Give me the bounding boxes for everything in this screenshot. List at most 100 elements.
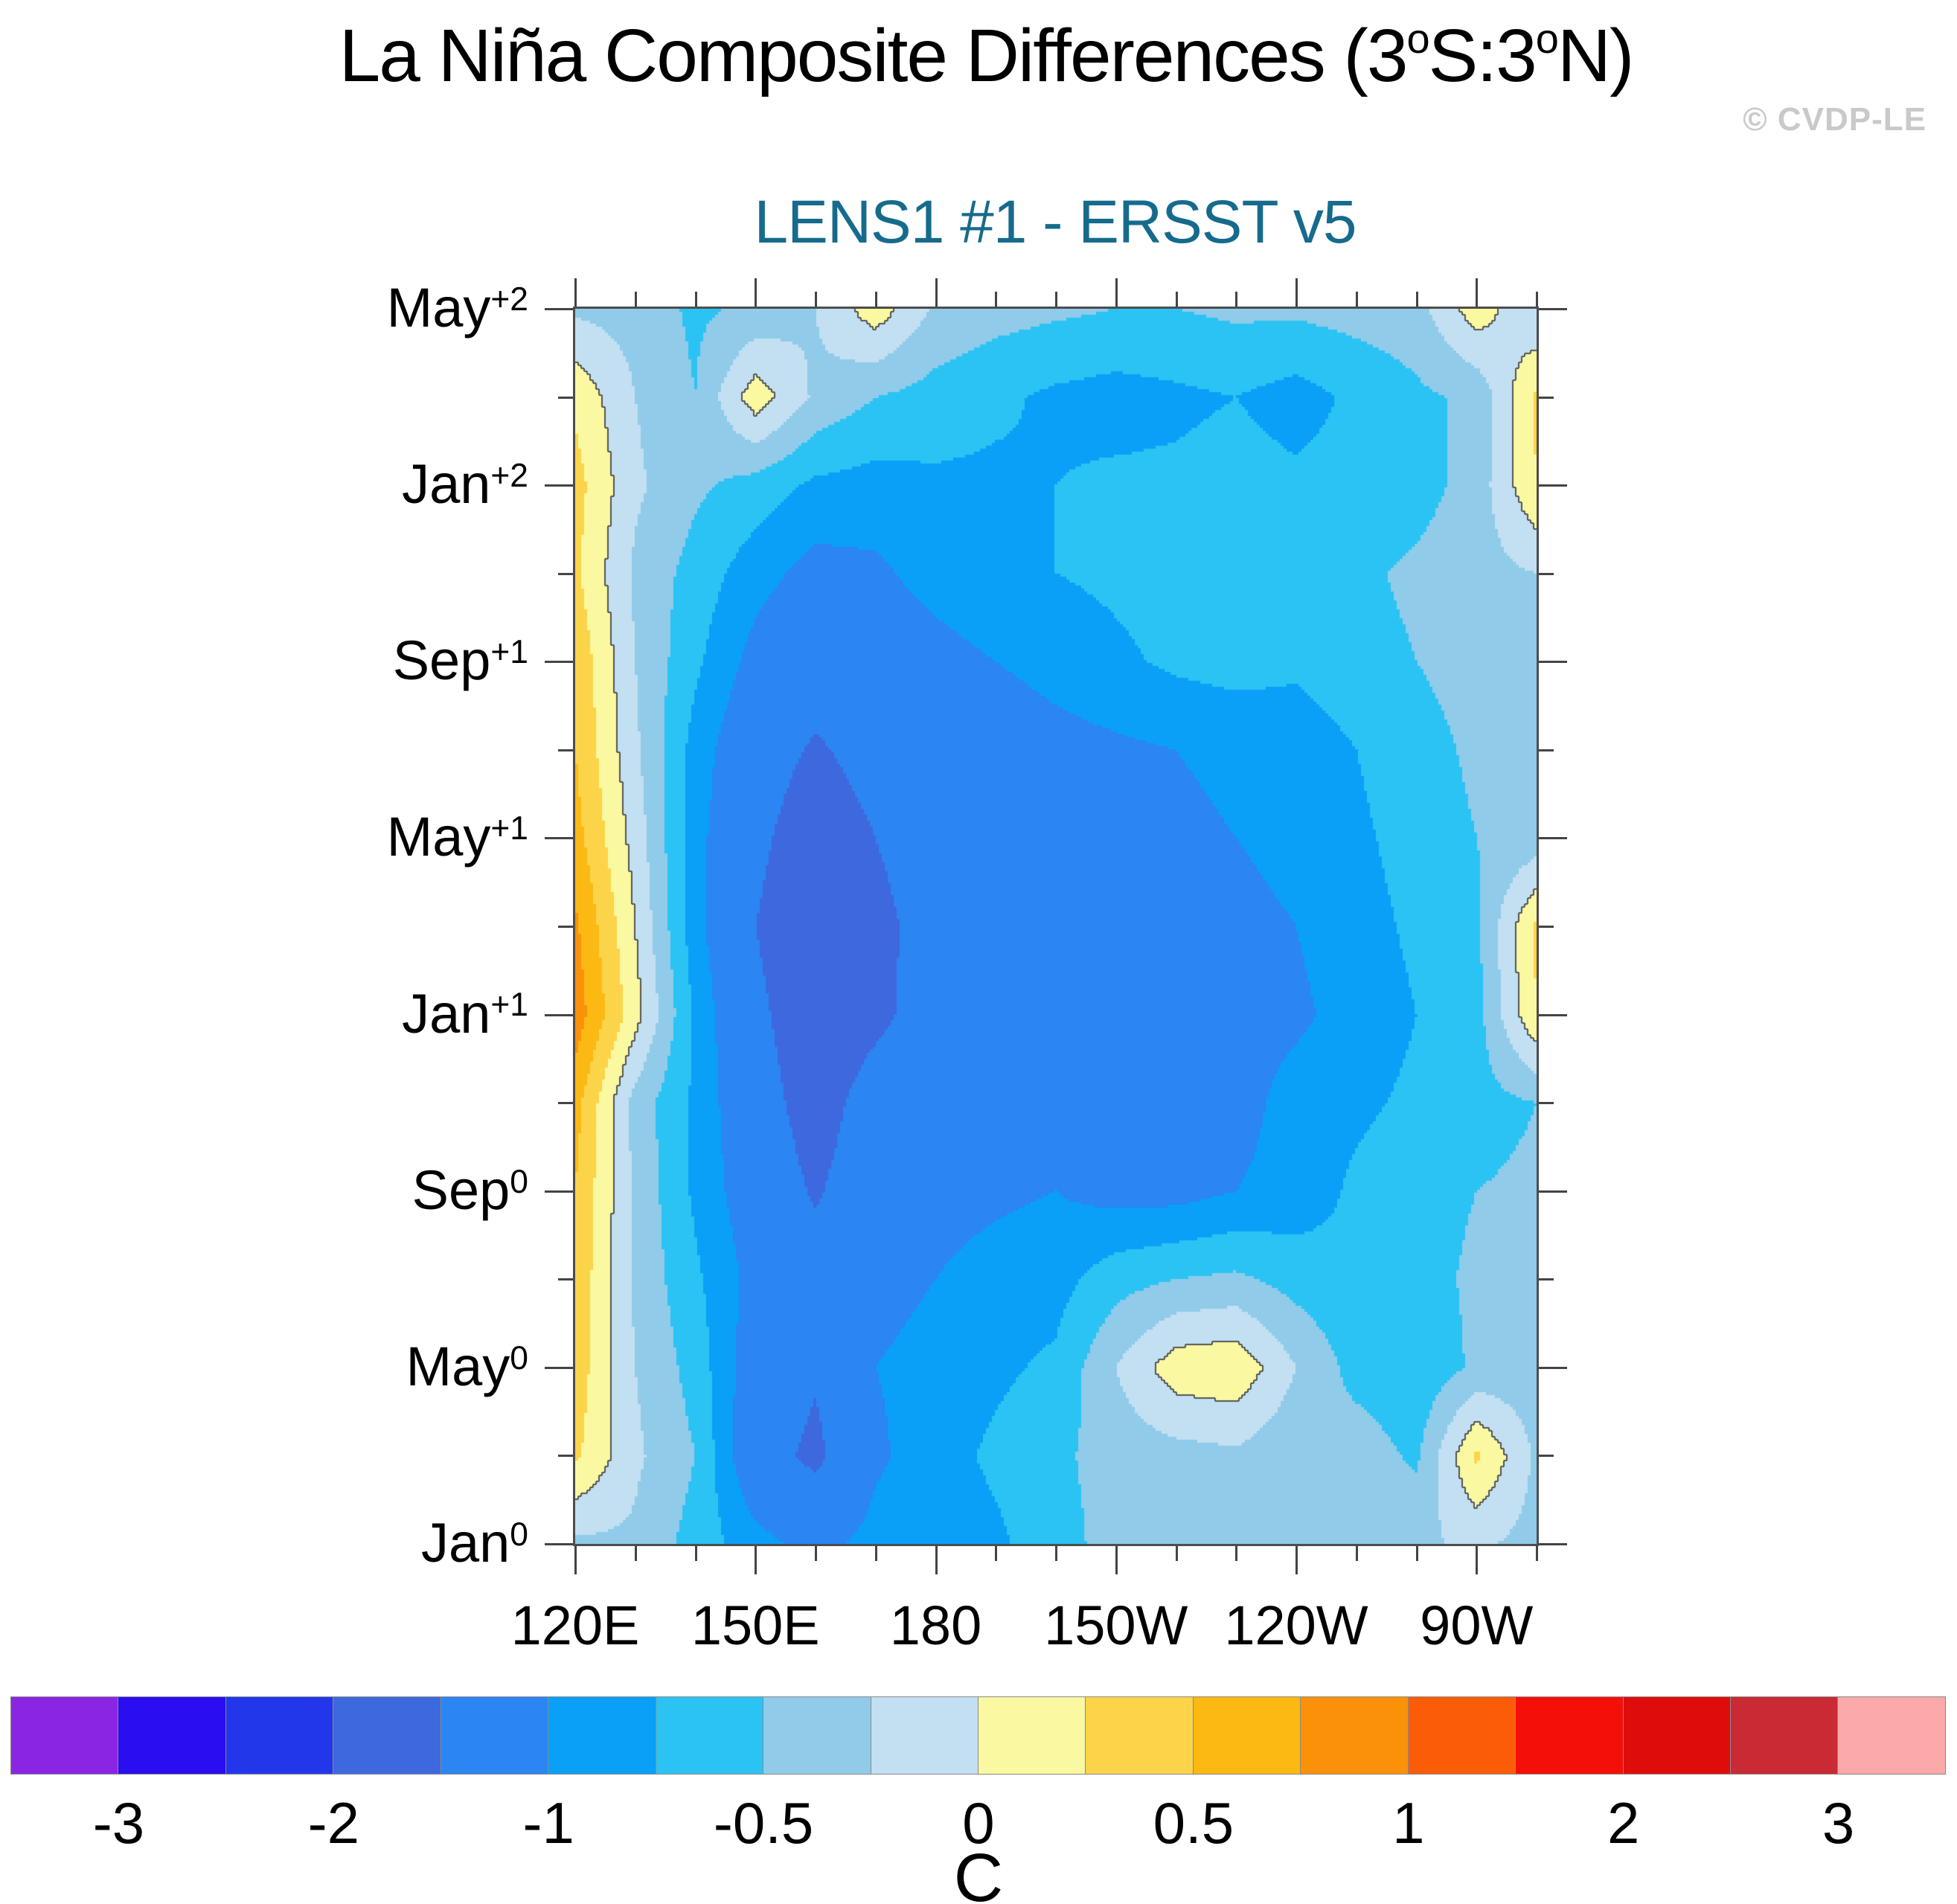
colorbar-tick-label: 0.5 (1153, 1790, 1234, 1856)
tick-mark (558, 573, 573, 575)
tick-mark (1539, 1102, 1554, 1104)
y-tick-label: May+1 (386, 806, 528, 868)
y-tick-label: Jan+1 (402, 982, 528, 1045)
colorbar-units-label: C (953, 1840, 1004, 1904)
tick-mark (635, 292, 637, 307)
tick-mark (1539, 1278, 1554, 1280)
tick-mark (635, 1546, 637, 1561)
tick-mark (1536, 292, 1538, 307)
colorbar-swatch (1407, 1696, 1516, 1775)
tick-mark (558, 1455, 573, 1457)
colorbar-swatch (1192, 1696, 1301, 1775)
tick-mark (935, 278, 938, 307)
colorbar-swatch (225, 1696, 334, 1775)
colorbar (10, 1696, 1946, 1775)
year-superscript: +1 (490, 987, 528, 1024)
tick-mark (1476, 278, 1478, 307)
tick-mark (545, 308, 573, 310)
y-tick-label: Jan0 (420, 1511, 528, 1574)
degree-superscript: o (1535, 15, 1559, 62)
y-tick-label: Sep0 (411, 1158, 528, 1221)
tick-mark (995, 1546, 997, 1561)
tick-mark (1539, 308, 1567, 310)
x-tick-label: 150E (691, 1594, 820, 1656)
year-superscript: +2 (490, 281, 528, 318)
tick-mark (558, 926, 573, 928)
tick-mark (1115, 1546, 1118, 1574)
colorbar-swatch (10, 1696, 119, 1775)
tick-mark (755, 278, 757, 307)
tick-mark (1055, 1546, 1057, 1561)
tick-mark (1539, 1367, 1567, 1369)
tick-mark (1295, 1546, 1298, 1574)
year-superscript: 0 (510, 1339, 528, 1376)
colorbar-tick-label: -3 (92, 1790, 145, 1856)
colorbar-tick-label: -0.5 (713, 1790, 814, 1856)
tick-mark (1476, 1546, 1478, 1574)
tick-mark (1539, 661, 1567, 663)
hovmoller-contour-field (575, 309, 1537, 1544)
colorbar-tick-label: 3 (1822, 1790, 1855, 1856)
colorbar-swatch (870, 1696, 978, 1775)
tick-mark (545, 484, 573, 487)
y-tick-label: Jan+2 (402, 452, 528, 515)
x-tick-label: 180 (889, 1594, 982, 1656)
tick-mark (1539, 837, 1567, 839)
colorbar-swatch (1515, 1696, 1624, 1775)
tick-mark (545, 1190, 573, 1193)
tick-mark (1356, 1546, 1358, 1561)
tick-mark (1356, 292, 1358, 307)
colorbar-tick-label: 2 (1607, 1790, 1640, 1856)
y-tick-label: Sep+1 (392, 629, 528, 692)
tick-mark (695, 1546, 697, 1561)
colorbar-swatch (1300, 1696, 1409, 1775)
tick-mark (558, 1102, 573, 1104)
tick-mark (1536, 1546, 1538, 1561)
tick-mark (1539, 1190, 1567, 1193)
x-tick-label: 120W (1224, 1594, 1368, 1656)
tick-mark (558, 749, 573, 751)
colorbar-swatch (1085, 1696, 1194, 1775)
year-superscript: +2 (490, 457, 528, 494)
tick-mark (1055, 292, 1057, 307)
tick-mark (1539, 1543, 1567, 1545)
year-superscript: +1 (490, 633, 528, 670)
tick-mark (1115, 278, 1118, 307)
tick-mark (574, 278, 577, 307)
colorbar-swatch (333, 1696, 441, 1775)
x-tick-label: 120E (510, 1594, 640, 1656)
tick-mark (558, 397, 573, 399)
colorbar-swatch (1837, 1696, 1946, 1775)
tick-mark (545, 661, 573, 663)
tick-mark (875, 1546, 877, 1561)
tick-mark (1176, 292, 1178, 307)
tick-mark (755, 1546, 757, 1574)
tick-mark (1539, 749, 1554, 751)
colorbar-swatch (1622, 1696, 1731, 1775)
year-superscript: 0 (510, 1516, 528, 1553)
colorbar-tick-label: 1 (1392, 1790, 1425, 1856)
year-superscript: +1 (490, 810, 528, 847)
tick-mark (1235, 1546, 1237, 1561)
tick-mark (1539, 1455, 1554, 1457)
year-superscript: 0 (510, 1163, 528, 1200)
tick-mark (1539, 397, 1554, 399)
tick-mark (1416, 1546, 1418, 1561)
tick-mark (545, 1543, 573, 1545)
x-tick-label: 90W (1420, 1594, 1534, 1656)
tick-mark (815, 292, 817, 307)
y-tick-label: May+2 (386, 276, 528, 339)
tick-mark (574, 1546, 577, 1574)
tick-mark (1416, 292, 1418, 307)
colorbar-swatch (977, 1696, 1086, 1775)
tick-mark (1295, 278, 1298, 307)
degree-superscript: o (1406, 15, 1429, 62)
tick-mark (695, 292, 697, 307)
page-title: La Niña Composite Differences (3oS:3oN) (339, 14, 1635, 97)
colorbar-swatch (548, 1696, 656, 1775)
chart-subtitle: LENS1 #1 - ERSST v5 (754, 188, 1357, 256)
colorbar-swatch (763, 1696, 871, 1775)
tick-mark (995, 292, 997, 307)
colorbar-swatch (440, 1696, 549, 1775)
